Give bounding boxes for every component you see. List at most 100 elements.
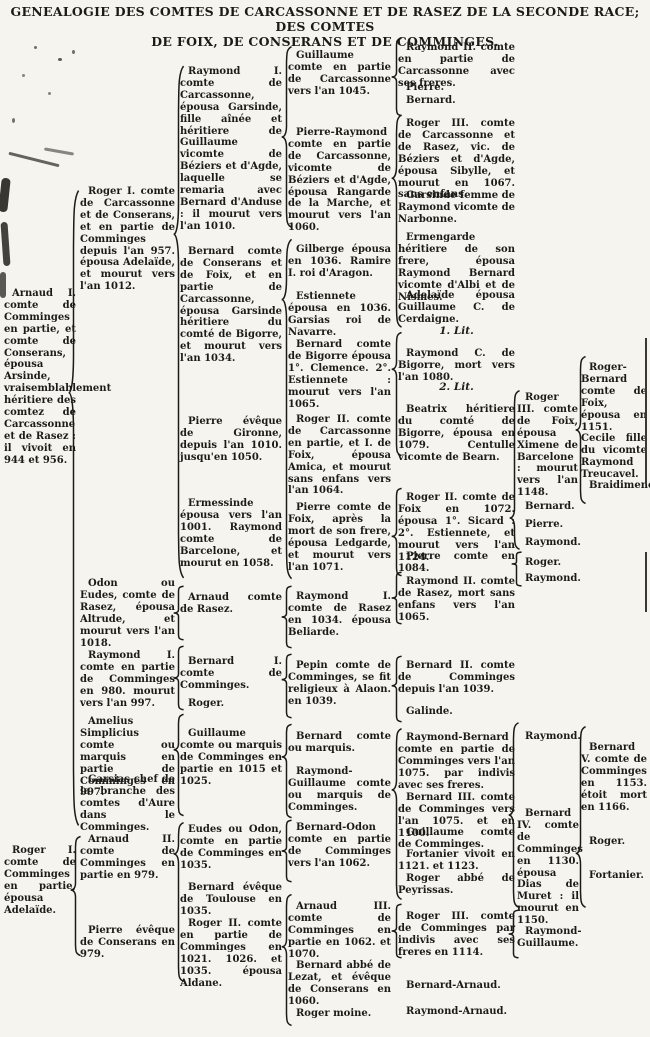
page-title-line1: GENEALOGIE DES COMTES DE CARCASSONNE ET … bbox=[10, 4, 640, 34]
person-pepin-comminges: Pepin comte de Comminges, se fit religie… bbox=[288, 660, 391, 707]
person-pierre-comte-1084: Pierre comte en 1084. bbox=[398, 551, 515, 574]
person-roger-ii-foix: Roger II. comte de Foix en 1072. épousa … bbox=[398, 492, 515, 563]
brace-pierre-foix-children bbox=[391, 488, 402, 576]
brace-bernard-iv-children bbox=[575, 726, 586, 908]
person-bernard-fils-roger-ii-foix: Bernard. bbox=[525, 501, 575, 512]
ink-speck bbox=[48, 92, 51, 95]
page-title-line2: DE FOIX, DE CONSERANS ET DE COMMINGES. bbox=[151, 34, 499, 49]
person-pierre-eveque-conserans: Pierre évêque de Conserans en 979. bbox=[80, 925, 175, 960]
person-pierre-frere-raymond-ii: Pierre. bbox=[406, 82, 445, 93]
brace-roger-ii-foix-children bbox=[509, 390, 520, 550]
person-arnaud-rasez: Arnaud comte de Rasez. bbox=[180, 592, 282, 615]
person-roger-fils-pierre-1084: Roger. bbox=[525, 557, 562, 568]
person-arnaud-i: Arnaud I. comte de Comminges en partie, … bbox=[4, 288, 112, 466]
person-bernard-odon: Bernard-Odon comte en partie de Comminge… bbox=[288, 822, 391, 869]
ink-blot bbox=[0, 177, 11, 213]
person-bernard-v-comminges: Bernard V. comte de Comminges en 1153. é… bbox=[581, 742, 647, 813]
person-ermessinde: Ermessinde épousa vers l'an 1001. Raymon… bbox=[180, 498, 282, 569]
person-roger-ii-comminges: Roger II. comte en partie de Comminges e… bbox=[180, 918, 282, 989]
brace-raymond-guillaume-children bbox=[391, 728, 402, 900]
person-beatrix-bigorre: Beatrix héritiere du comté de Bigorre, é… bbox=[398, 404, 515, 463]
person-garsinde-narbonne: Garsinde femme de Raymond vicomte de Nar… bbox=[398, 190, 515, 225]
page-title: GENEALOGIE DES COMTES DE CARCASSONNE ET … bbox=[0, 4, 650, 49]
ink-speck bbox=[12, 118, 15, 123]
person-roger-moine: Roger moine. bbox=[296, 1008, 372, 1019]
person-roger-i-carcassonne: Roger I. comte de Carcassonne et de Cons… bbox=[80, 186, 175, 293]
brace-eudes-1035-children bbox=[281, 820, 292, 882]
person-bernard-conserans-foix: Bernard comte de Conserans et de Foix, e… bbox=[180, 246, 282, 365]
person-bernard-iv-comminges: Bernard IV. comte de Comminges en 1130. … bbox=[517, 808, 583, 927]
person-guillaume-comminges: Guillaume comte de Comminges. bbox=[398, 827, 515, 850]
label-second-lit: 2. Lit. bbox=[439, 381, 474, 393]
person-pierre-fils-roger-ii-foix: Pierre. bbox=[525, 519, 564, 530]
ink-smudge bbox=[43, 147, 75, 156]
person-bernard-i-comminges: Bernard I. comte de Comminges. bbox=[180, 656, 282, 691]
person-fortanier-1121: Fortanier vivoit en 1121. et 1123. bbox=[398, 849, 515, 872]
person-roger-iii-foix: Roger III. comte de Foix, épousa Ximene … bbox=[517, 392, 578, 499]
person-pierre-foix: Pierre comte de Foix, après la mort de s… bbox=[288, 502, 391, 573]
person-estiennete: Estiennete épousa en 1036. Garsias roi d… bbox=[288, 291, 391, 338]
brace-roger-i-comminges-children bbox=[70, 836, 81, 956]
person-pierre-raymond: Pierre-Raymond comte en partie de Carcas… bbox=[288, 127, 391, 234]
person-raymond-fils-bernard-iii: Raymond. bbox=[525, 731, 581, 742]
label-premier-lit: 1. Lit. bbox=[439, 325, 474, 337]
ink-smudge bbox=[8, 151, 60, 168]
brace-roger-iii-foix-children bbox=[575, 356, 586, 504]
brace-pierre-raymond-children bbox=[391, 114, 402, 328]
person-roger-bernard-foix: Roger-Bernard comte de Foix, épousa en 1… bbox=[581, 362, 647, 481]
person-galinde: Galinde. bbox=[406, 706, 453, 717]
person-bernard-bigorre: Bernard comte de Bigorre épousa 1°. Clem… bbox=[288, 339, 391, 410]
brace-raymond-i-carcassonne-children bbox=[281, 46, 292, 228]
brace-bernard-i-children bbox=[281, 654, 292, 718]
person-raymond-ii-carcassonne: Raymond II. comte en partie de Carcasson… bbox=[398, 42, 515, 89]
person-roger-abbe-peyrissas: Roger abbé de Peyrissas. bbox=[398, 873, 515, 896]
brace-arnaud-rasez-children bbox=[281, 586, 292, 648]
ink-speck bbox=[22, 74, 25, 77]
person-bernard-arnaud: Bernard-Arnaud. bbox=[406, 980, 501, 991]
brace-raymond-i-rasez-children bbox=[391, 572, 402, 624]
person-gilberge: Gilberge épousa en 1036. Ramire I. roi d… bbox=[288, 244, 391, 279]
person-raymond-guillaume-marquis: Raymond-Guillaume comte ou marquis de Co… bbox=[288, 766, 391, 813]
person-adelaide-cerdaigne: Adelaïde épousa Guillaume C. de Cerdaign… bbox=[398, 290, 515, 325]
brace-bernard-bigorre-children bbox=[391, 332, 402, 456]
person-raymond-c-bigorre: Raymond C. de Bigorre, mort vers l'an 10… bbox=[398, 348, 515, 383]
person-pierre-eveque-gironne: Pierre évêque de Gironne, depuis l'an 10… bbox=[180, 416, 282, 463]
brace-guillaume-marquis-children bbox=[281, 724, 292, 818]
brace-bernard-conserans-children bbox=[281, 238, 292, 580]
person-raymond-i-comminges: Raymond I. comte en partie de Comminges … bbox=[80, 650, 175, 709]
brace-bernard-iii-children bbox=[508, 722, 519, 908]
ink-speck bbox=[72, 50, 75, 54]
person-fortanier-fils-bernard-iv: Fortanier. bbox=[589, 870, 644, 881]
person-raymond-fils-roger-ii-foix: Raymond. bbox=[525, 537, 581, 548]
person-bernard-abbe-lezat: Bernard abbé de Lezat, et évêque de Cons… bbox=[288, 960, 391, 1007]
person-roger-ii-carcassonne-foix: Roger II. comte de Carcassonne en partie… bbox=[288, 414, 391, 497]
person-odon-ou-eudes: Odon ou Eudes, comte de Rasez, épousa Al… bbox=[80, 578, 175, 649]
page-edge-mark bbox=[645, 338, 647, 483]
brace-roger-iii-comminges-children bbox=[508, 910, 519, 958]
person-roger-i-comminges: Roger I. comte de Comminges en partie, é… bbox=[4, 845, 76, 916]
person-roger-iii-comminges: Roger III. comte de Comminges par indivi… bbox=[398, 911, 515, 958]
brace-guillaume-1045-children bbox=[391, 38, 402, 116]
brace-roger-ii-comminges-children bbox=[281, 894, 292, 1026]
brace-odon-children bbox=[173, 586, 184, 640]
person-bernard-marquis: Bernard comte ou marquis. bbox=[288, 731, 391, 754]
ink-blot bbox=[0, 221, 11, 267]
person-roger-fils-bernard-iv: Roger. bbox=[589, 836, 626, 847]
person-bernard-eveque-toulouse: Bernard évêque de Toulouse en 1035. bbox=[180, 882, 282, 917]
person-raymond-arnaud: Raymond-Arnaud. bbox=[406, 1006, 508, 1017]
person-bernard-frere-raymond-ii: Bernard. bbox=[406, 95, 456, 106]
person-guillaume-carcassonne-1045: Guillaume comte en partie de Carcassonne… bbox=[288, 50, 391, 97]
person-roger-fils-raymond-i: Roger. bbox=[188, 698, 225, 709]
brace-arnaud-i-children bbox=[68, 188, 79, 828]
brace-pepin-children bbox=[391, 656, 402, 722]
person-raymond-i-rasez: Raymond I. comte de Rasez en 1034. épous… bbox=[288, 591, 391, 638]
ink-speck bbox=[34, 46, 37, 49]
person-raymond-bernard: Raymond-Bernard comte en partie de Commi… bbox=[398, 732, 515, 791]
person-raymond-fils-pierre-1084: Raymond. bbox=[525, 573, 581, 584]
brace-arnaud-iii-children bbox=[391, 904, 402, 958]
person-raymond-i-carcassonne: Raymond I. comte de Carcassonne, épousa … bbox=[180, 66, 282, 232]
person-garsias: Garsias chef de la branche des comtes d'… bbox=[80, 774, 175, 833]
page-edge-mark bbox=[645, 552, 647, 612]
brace-pierre-1084-children bbox=[511, 552, 522, 586]
person-arnaud-iii: Arnaud III. comte de Comminges en partie… bbox=[288, 901, 391, 960]
